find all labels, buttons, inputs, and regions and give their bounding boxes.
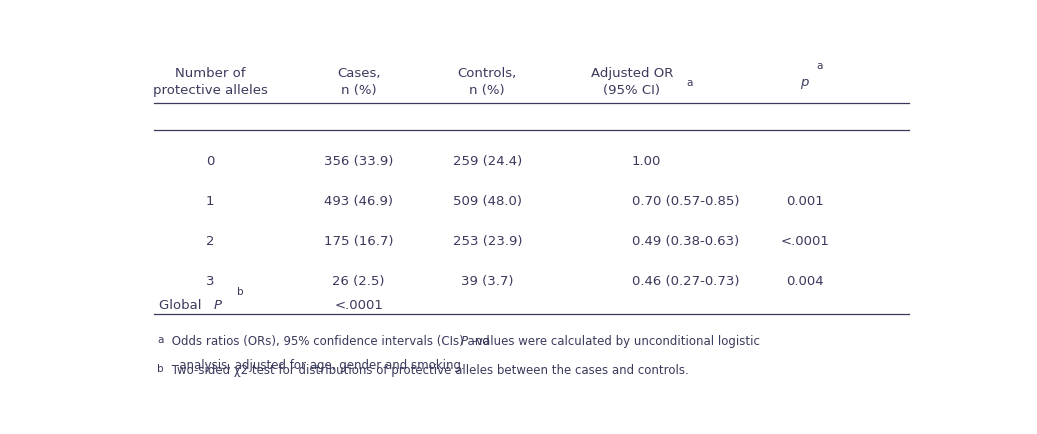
- Text: 3: 3: [205, 275, 215, 287]
- Text: 1: 1: [205, 194, 215, 207]
- Text: 175 (16.7): 175 (16.7): [324, 234, 393, 247]
- Text: 26 (2.5): 26 (2.5): [333, 275, 385, 287]
- Text: a: a: [816, 61, 822, 71]
- Text: Number of: Number of: [175, 67, 245, 80]
- Text: protective alleles: protective alleles: [152, 84, 268, 97]
- Text: Global: Global: [160, 298, 206, 311]
- Text: P: P: [214, 298, 222, 311]
- Text: 509 (48.0): 509 (48.0): [453, 194, 522, 207]
- Text: (95% CI): (95% CI): [604, 84, 661, 97]
- Text: <.0001: <.0001: [334, 298, 383, 311]
- Text: 0.70 (0.57-0.85): 0.70 (0.57-0.85): [632, 194, 739, 207]
- Text: 39 (3.7): 39 (3.7): [461, 275, 513, 287]
- Text: 0.001: 0.001: [786, 194, 823, 207]
- Text: Adjusted OR: Adjusted OR: [591, 67, 673, 80]
- Text: 356 (33.9): 356 (33.9): [324, 154, 393, 167]
- Text: a: a: [686, 78, 693, 88]
- Text: p: p: [801, 76, 809, 89]
- Text: 259 (24.4): 259 (24.4): [452, 154, 522, 167]
- Text: <.0001: <.0001: [780, 234, 830, 247]
- Text: 253 (23.9): 253 (23.9): [452, 234, 522, 247]
- Text: 0.004: 0.004: [786, 275, 823, 287]
- Text: n (%): n (%): [470, 84, 505, 97]
- Text: analysis, adjusted for age, gender and smoking.: analysis, adjusted for age, gender and s…: [168, 358, 465, 372]
- Text: Odds ratios (ORs), 95% confidence intervals (CIs) and: Odds ratios (ORs), 95% confidence interv…: [168, 335, 494, 348]
- Text: n (%): n (%): [341, 84, 376, 97]
- Text: a: a: [157, 335, 163, 345]
- Text: 1.00: 1.00: [632, 154, 662, 167]
- Text: b: b: [237, 287, 244, 297]
- Text: -values were calculated by unconditional logistic: -values were calculated by unconditional…: [472, 335, 760, 348]
- Text: 0.49 (0.38-0.63): 0.49 (0.38-0.63): [632, 234, 739, 247]
- Text: Two-sided χ2 test for distributions of protective alleles between the cases and : Two-sided χ2 test for distributions of p…: [168, 364, 689, 377]
- Text: 0: 0: [205, 154, 215, 167]
- Text: 493 (46.9): 493 (46.9): [325, 194, 393, 207]
- Text: P: P: [460, 335, 468, 348]
- Text: Cases,: Cases,: [337, 67, 381, 80]
- Text: 2: 2: [205, 234, 215, 247]
- Text: b: b: [157, 364, 164, 374]
- Text: Controls,: Controls,: [457, 67, 516, 80]
- Text: 0.46 (0.27-0.73): 0.46 (0.27-0.73): [632, 275, 739, 287]
